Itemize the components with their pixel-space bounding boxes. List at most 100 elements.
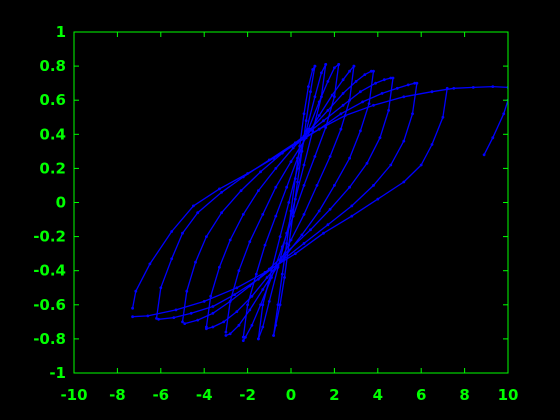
data-point <box>270 269 273 273</box>
x-tick-label: 6 <box>416 386 426 404</box>
data-point <box>317 127 321 131</box>
data-point <box>270 276 273 279</box>
data-point <box>205 235 208 239</box>
data-point <box>228 332 232 336</box>
y-tick-label: -0.4 <box>33 262 66 280</box>
data-point <box>372 184 375 187</box>
data-point <box>369 69 373 73</box>
data-point <box>320 95 323 99</box>
x-tick-label: 8 <box>459 386 469 404</box>
data-point <box>209 294 213 298</box>
data-point <box>185 289 189 293</box>
data-point <box>280 151 284 155</box>
data-point <box>196 318 200 322</box>
data-point <box>337 63 341 66</box>
y-tick-label: -0.8 <box>33 330 66 348</box>
data-point <box>380 92 384 95</box>
data-point <box>248 308 252 312</box>
x-tick-label: 10 <box>498 386 519 404</box>
data-point <box>317 114 321 117</box>
data-point <box>291 211 295 215</box>
data-point <box>211 325 215 329</box>
data-point <box>350 204 354 208</box>
data-point <box>205 327 208 331</box>
data-point <box>328 155 332 158</box>
data-point <box>326 80 330 83</box>
data-point <box>359 90 362 94</box>
data-point <box>146 314 150 318</box>
data-point <box>315 184 319 187</box>
data-point <box>274 323 278 327</box>
data-point <box>333 95 336 99</box>
series-9 <box>205 69 375 331</box>
data-point <box>248 240 252 244</box>
data-point <box>471 86 475 89</box>
data-point <box>307 85 310 88</box>
y-tick-label: 0.2 <box>39 159 66 177</box>
data-point <box>237 323 241 327</box>
data-point <box>339 112 343 116</box>
data-point <box>233 293 237 296</box>
data-point <box>311 129 315 133</box>
data-point <box>322 119 325 123</box>
data-point <box>302 112 306 116</box>
data-point <box>307 127 310 131</box>
data-point <box>189 311 193 315</box>
data-point <box>257 337 260 341</box>
series-line <box>483 100 508 156</box>
data-point <box>159 286 163 290</box>
data-point <box>359 129 362 133</box>
data-point <box>267 267 271 271</box>
y-tick-label: 1 <box>56 23 66 41</box>
data-point <box>313 95 317 99</box>
data-point <box>378 136 382 140</box>
data-point <box>452 86 456 90</box>
data-point <box>246 303 250 307</box>
data-point <box>367 102 371 105</box>
data-point <box>430 143 434 146</box>
data-point <box>406 83 410 87</box>
data-point <box>482 153 486 157</box>
data-point <box>259 303 262 307</box>
x-tick-label: -2 <box>239 386 256 404</box>
data-point <box>354 80 358 83</box>
data-point <box>218 187 221 191</box>
data-point <box>289 160 293 164</box>
data-point <box>228 238 232 242</box>
data-point <box>402 139 406 143</box>
data-point <box>341 103 345 107</box>
data-point <box>224 330 228 334</box>
data-point <box>309 228 312 232</box>
data-point <box>274 167 278 170</box>
data-point <box>300 233 304 237</box>
data-point <box>283 276 286 279</box>
data-point <box>300 149 304 153</box>
data-point <box>411 112 414 116</box>
y-tick-label: -0.6 <box>33 296 66 314</box>
series-line <box>257 64 327 339</box>
data-point <box>413 81 417 85</box>
data-point <box>183 322 187 325</box>
data-point <box>363 73 367 76</box>
y-tick-label: -0.2 <box>33 228 66 246</box>
data-point <box>276 303 280 307</box>
data-point <box>237 269 241 273</box>
data-point <box>224 334 228 337</box>
data-point <box>194 260 197 264</box>
data-point <box>265 276 269 279</box>
data-point <box>350 214 354 218</box>
data-point <box>289 209 293 213</box>
data-point <box>289 238 293 242</box>
data-point <box>211 311 215 315</box>
data-point <box>131 306 135 310</box>
series-10 <box>224 64 356 334</box>
data-point <box>181 320 184 324</box>
data-point <box>328 207 332 211</box>
data-point <box>313 155 317 158</box>
data-point <box>257 189 260 193</box>
data-point <box>250 323 254 327</box>
data-point <box>244 335 247 339</box>
data-point <box>402 180 406 184</box>
data-point <box>302 184 306 187</box>
